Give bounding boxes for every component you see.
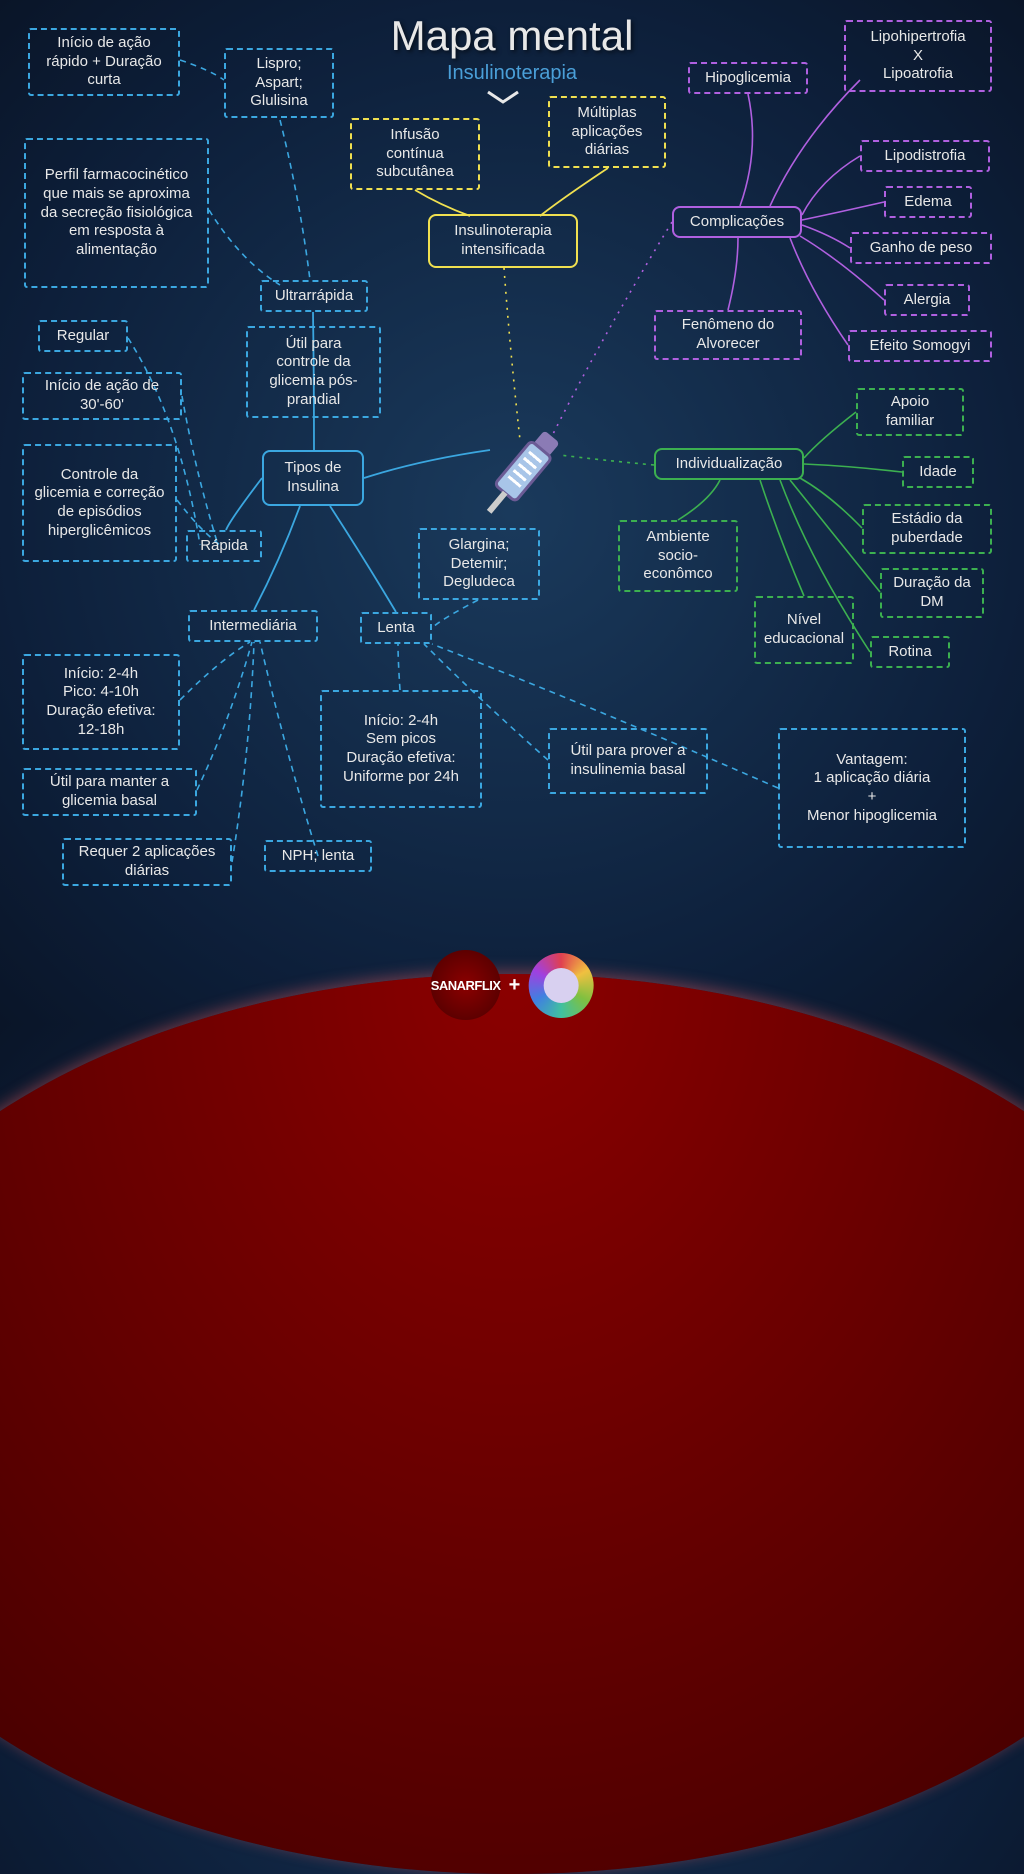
footer-arc (0, 974, 1024, 1874)
mindmap-node: Insulinoterapia intensificada (428, 214, 578, 268)
mindmap-node: Controle da glicemia e correção de episó… (22, 444, 177, 562)
mindmap-node: Regular (38, 320, 128, 352)
mindmap-node: Requer 2 aplicações diárias (62, 838, 232, 886)
mindmap-node: Lipodistrofia (860, 140, 990, 172)
brand-logo: SANARFLIX (431, 950, 501, 1020)
mindmap-node: Complicações (672, 206, 802, 238)
mindmap-node: Fenômeno do Alvorecer (654, 310, 802, 360)
mindmap-node: Útil para prover a insulinemia basal (548, 728, 708, 794)
mindmap-node: Estádio da puberdade (862, 504, 992, 554)
mindmap-node: Múltiplas aplicações diárias (548, 96, 666, 168)
mindmap-node: Duração da DM (880, 568, 984, 618)
color-wheel-icon (528, 953, 593, 1018)
mindmap-node: Rotina (870, 636, 950, 668)
mindmap-node: NPH; lenta (264, 840, 372, 872)
mindmap-node: Nível educacional (754, 596, 854, 664)
mindmap-node: Alergia (884, 284, 970, 316)
mindmap-node: Tipos de Insulina (262, 450, 364, 506)
page-title: Mapa mental (391, 12, 634, 60)
mindmap-node: Rápida (186, 530, 262, 562)
mindmap-node: Vantagem: 1 aplicação diária + Menor hip… (778, 728, 966, 848)
mindmap-node: Infusão contínua subcutânea (350, 118, 480, 190)
mindmap-node: Útil para manter a glicemia basal (22, 768, 197, 816)
mindmap-node: Início: 2-4h Sem picos Duração efetiva: … (320, 690, 482, 808)
mindmap-node: Lipohipertrofia X Lipoatrofia (844, 20, 992, 92)
mindmap-node: Idade (902, 456, 974, 488)
page-subtitle: Insulinoterapia (447, 62, 577, 85)
mindmap-node: Lenta (360, 612, 432, 644)
mindmap-node: Útil para controle da glicemia pós-prand… (246, 326, 381, 418)
footer-logos: SANARFLIX + (431, 950, 594, 1020)
mindmap-node: Ultrarrápida (260, 280, 368, 312)
mindmap-node: Apoio familiar (856, 388, 964, 436)
plus-icon: + (509, 974, 521, 997)
mindmap-node: Hipoglicemia (688, 62, 808, 94)
mindmap-node: Perfil farmacocinético que mais se aprox… (24, 138, 209, 288)
mindmap-node: Ganho de peso (850, 232, 992, 264)
mindmap-node: Individualização (654, 448, 804, 480)
syringe-icon (454, 407, 586, 543)
mindmap-node: Lispro; Aspart; Glulisina (224, 48, 334, 118)
mindmap-node: Início de ação de 30'-60' (22, 372, 182, 420)
mindmap-node: Ambiente socio-econômco (618, 520, 738, 592)
mindmap-node: Efeito Somogyi (848, 330, 992, 362)
mindmap-node: Início de ação rápido + Duração curta (28, 28, 180, 96)
mindmap-node: Intermediária (188, 610, 318, 642)
mindmap-node: Edema (884, 186, 972, 218)
mindmap-node: Glargina; Detemir; Degludeca (418, 528, 540, 600)
mindmap-node: Início: 2-4h Pico: 4-10h Duração efetiva… (22, 654, 180, 750)
